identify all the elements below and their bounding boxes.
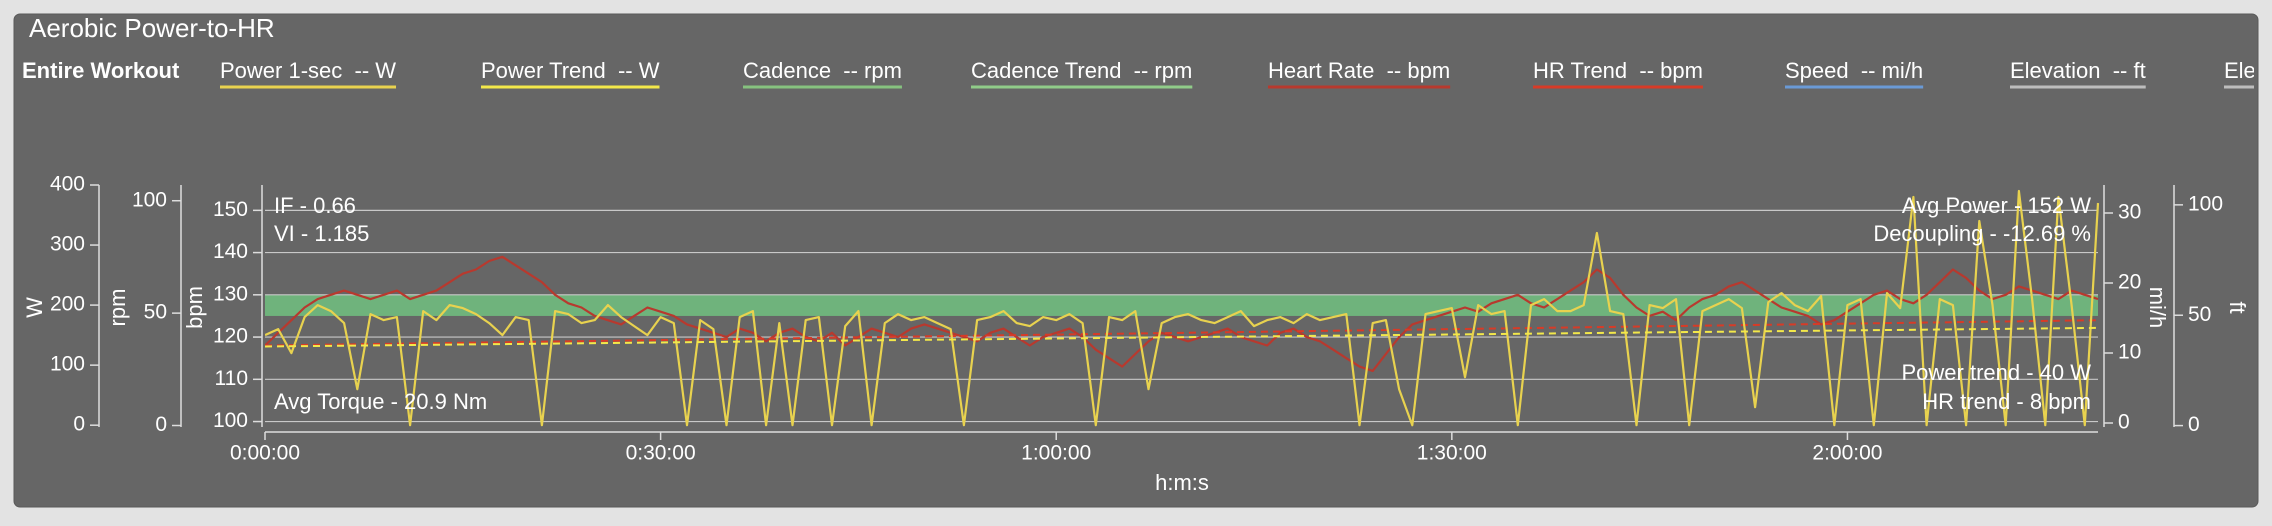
- legend: Power 1-sec -- W Power Trend -- W Cadence …: [220, 58, 2256, 89]
- y-tick-label: 10: [2118, 341, 2141, 364]
- legend-label[interactable]: Power 1-sec -- W: [220, 58, 396, 83]
- y-tick-label: 140: [213, 240, 248, 263]
- scope-label[interactable]: Entire Workout: [22, 58, 180, 83]
- legend-label[interactable]: Cadence -- rpm: [743, 58, 902, 83]
- axis-title: ft: [2225, 301, 2250, 313]
- y-tick-label: 200: [50, 293, 85, 316]
- x-tick-label: 0:00:00: [230, 442, 300, 465]
- legend-label[interactable]: HR Trend -- bpm: [1533, 58, 1703, 83]
- chart-title: Aerobic Power-to-HR: [29, 13, 275, 43]
- y-tick-label: 150: [213, 198, 248, 221]
- series-line: [265, 319, 2099, 347]
- y-tick-label: 400: [50, 173, 85, 196]
- annotation: Avg Power - 152 W: [1902, 193, 2091, 218]
- legend-label[interactable]: Ele: [2224, 58, 2256, 83]
- annotation: Decoupling - -12.69 %: [1873, 221, 2091, 246]
- x-axis-title: h:m:s: [1155, 470, 1209, 495]
- legend-label[interactable]: Cadence Trend -- rpm: [971, 58, 1192, 83]
- notes-layer: IF - 0.66 VI - 1.185 Avg Torque - 20.9 Nm A…: [274, 193, 2091, 414]
- grid-layer: [265, 209, 2098, 423]
- y-tick-label: 110: [215, 367, 248, 390]
- annotation: Avg Torque - 20.9 Nm: [274, 389, 487, 414]
- y-tick-label: 0: [73, 413, 85, 436]
- y-tick-label: 100: [132, 188, 167, 211]
- lines-layer: [265, 189, 2100, 427]
- x-tick-label: 1:30:00: [1417, 442, 1487, 465]
- axis-title: rpm: [105, 289, 130, 327]
- axes-layer: W0100200300400rpm050100bpm10011012013014…: [22, 173, 2250, 465]
- y-tick-label: 0: [2118, 411, 2130, 434]
- axis-title: mi/h: [2145, 287, 2170, 329]
- annotation: VI - 1.185: [274, 221, 369, 246]
- legend-label[interactable]: Speed -- mi/h: [1785, 58, 1923, 83]
- y-tick-label: 100: [213, 409, 248, 432]
- y-tick-label: 100: [50, 353, 85, 376]
- legend-label[interactable]: Heart Rate -- bpm: [1268, 58, 1450, 83]
- annotation: IF - 0.66: [274, 193, 356, 218]
- y-tick-label: 50: [2188, 303, 2211, 326]
- x-tick-label: 2:00:00: [1812, 442, 1882, 465]
- series-line: [265, 255, 2099, 372]
- axis-title: W: [22, 297, 47, 318]
- legend-label[interactable]: Elevation -- ft: [2010, 58, 2146, 83]
- axis-title: bpm: [182, 286, 207, 329]
- y-tick-label: 130: [213, 282, 248, 305]
- y-tick-label: 30: [2118, 201, 2141, 224]
- x-tick-label: 1:00:00: [1021, 442, 1091, 465]
- legend-label[interactable]: Power Trend -- W: [481, 58, 660, 83]
- y-tick-label: 0: [2188, 413, 2200, 436]
- panel: [13, 13, 2259, 508]
- series-line: [265, 189, 2100, 427]
- y-tick-label: 50: [144, 301, 167, 324]
- annotation: HR trend - 8 bpm: [1922, 389, 2091, 414]
- y-tick-label: 120: [213, 325, 248, 348]
- y-tick-label: 300: [50, 233, 85, 256]
- annotation: Power trend - 40 W: [1901, 360, 2091, 385]
- y-tick-label: 20: [2118, 271, 2141, 294]
- series-line: [265, 326, 2099, 348]
- y-tick-label: 100: [2188, 192, 2223, 215]
- x-tick-label: 0:30:00: [626, 442, 696, 465]
- y-tick-label: 0: [155, 413, 167, 436]
